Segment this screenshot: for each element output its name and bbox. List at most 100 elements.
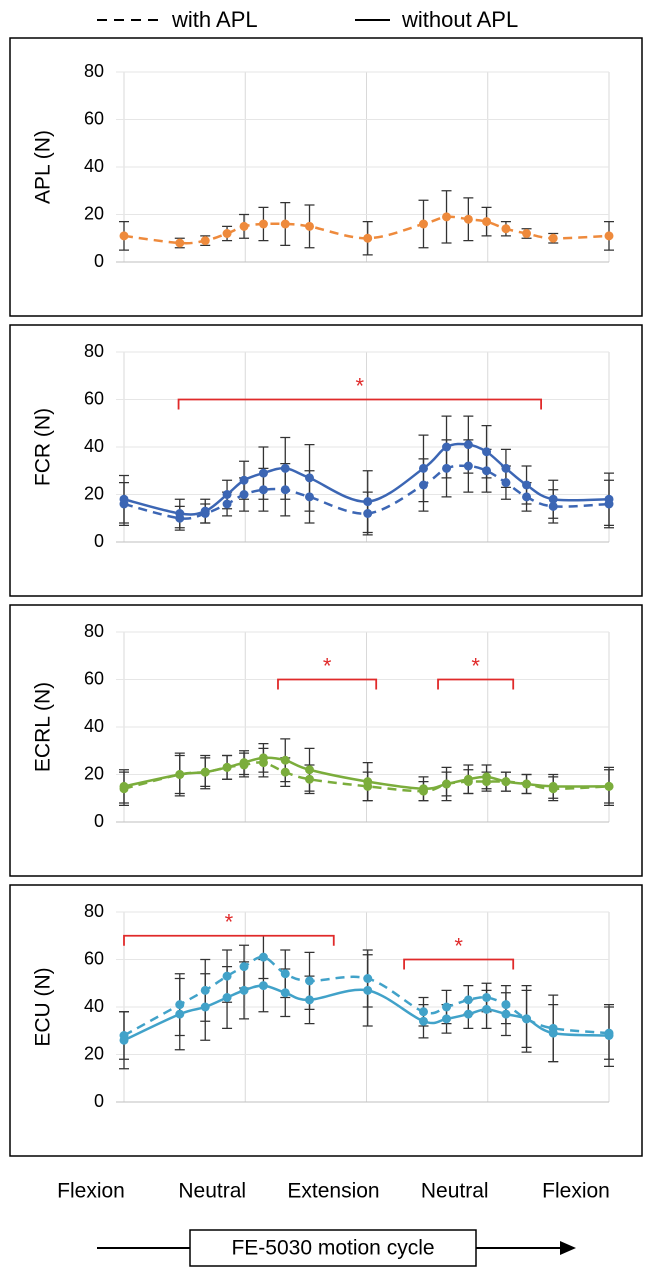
y-tick-label: 80 xyxy=(84,341,104,361)
data-point xyxy=(305,765,315,775)
data-point xyxy=(119,231,129,241)
data-point xyxy=(239,962,249,972)
x-tick-label: Flexion xyxy=(57,1180,125,1203)
data-point xyxy=(604,494,614,504)
data-point xyxy=(305,492,315,502)
data-point xyxy=(363,985,373,995)
data-point xyxy=(258,485,268,495)
data-point xyxy=(280,485,290,495)
data-point xyxy=(418,219,428,229)
data-point xyxy=(200,236,210,246)
data-point xyxy=(200,767,210,777)
significance-bracket xyxy=(123,934,335,946)
data-point xyxy=(222,762,232,772)
y-tick-label: 20 xyxy=(84,483,104,503)
data-point xyxy=(522,492,532,502)
data-point xyxy=(463,461,473,471)
data-point xyxy=(482,772,492,782)
data-point xyxy=(418,480,428,490)
data-point xyxy=(258,468,268,478)
data-point xyxy=(258,981,268,991)
data-point xyxy=(418,784,428,794)
data-point xyxy=(501,1000,511,1010)
y-axis-label: APL (N) xyxy=(32,130,55,204)
data-point xyxy=(418,1007,428,1017)
xlabel-box xyxy=(189,1229,477,1267)
data-point xyxy=(442,1014,452,1024)
data-point xyxy=(363,974,373,983)
y-tick-label: 40 xyxy=(84,716,104,736)
data-point xyxy=(501,1009,511,1019)
y-axis-label: ECU (N) xyxy=(32,967,55,1046)
data-point xyxy=(239,475,249,485)
legend-label: with APL xyxy=(171,7,258,32)
data-point xyxy=(222,499,232,509)
data-point xyxy=(463,774,473,784)
y-tick-label: 20 xyxy=(84,203,104,223)
data-point xyxy=(280,463,290,473)
data-point xyxy=(482,466,492,476)
panel-frame xyxy=(9,604,643,877)
data-point xyxy=(280,755,290,765)
data-point xyxy=(175,1009,185,1019)
significance-star: * xyxy=(356,373,365,398)
data-point xyxy=(280,969,290,979)
data-point xyxy=(501,224,511,234)
data-point xyxy=(305,976,315,986)
y-tick-label: 40 xyxy=(84,156,104,176)
y-tick-label: 80 xyxy=(84,61,104,81)
panel-frame xyxy=(9,324,643,597)
data-point xyxy=(442,442,452,452)
significance-bracket xyxy=(277,678,378,690)
data-point xyxy=(280,988,290,998)
data-point xyxy=(501,463,511,473)
data-point xyxy=(239,758,249,768)
y-axis-label: ECRL (N) xyxy=(32,682,55,772)
data-point xyxy=(482,993,492,1002)
data-point xyxy=(463,995,473,1005)
panel: 0 20 40 60 80 APL (N) xyxy=(32,61,614,271)
data-point xyxy=(442,1002,452,1012)
arrow-head xyxy=(560,1241,576,1255)
significance-star: * xyxy=(225,910,234,935)
legend-label: without APL xyxy=(401,7,518,32)
significance-bracket xyxy=(437,678,515,690)
data-point xyxy=(522,779,532,789)
data-point xyxy=(418,463,428,473)
data-point xyxy=(200,506,210,516)
significance-star: * xyxy=(454,933,463,958)
panel: 0 20 40 60 80 FCR (N) * xyxy=(32,341,614,551)
data-point xyxy=(239,985,249,995)
data-point xyxy=(463,1009,473,1019)
data-point xyxy=(463,440,473,450)
data-point xyxy=(522,1014,532,1024)
data-point xyxy=(239,490,249,499)
data-point xyxy=(305,774,315,784)
y-tick-label: 60 xyxy=(84,948,104,968)
data-point xyxy=(482,447,492,457)
significance-bracket xyxy=(403,958,515,970)
data-point xyxy=(222,971,232,981)
y-tick-label: 0 xyxy=(94,1091,104,1111)
x-axis-label: FE-5030 motion cycle xyxy=(231,1237,434,1260)
data-point xyxy=(222,490,232,499)
data-point xyxy=(442,779,452,789)
y-tick-label: 40 xyxy=(84,996,104,1016)
data-point xyxy=(175,238,185,248)
data-point xyxy=(222,229,232,238)
significance-bracket xyxy=(177,398,542,410)
data-point xyxy=(200,985,210,995)
y-tick-label: 0 xyxy=(94,251,104,271)
data-point xyxy=(548,781,558,791)
y-tick-label: 80 xyxy=(84,621,104,641)
data-point xyxy=(501,777,511,787)
y-tick-label: 80 xyxy=(84,901,104,921)
data-point xyxy=(418,1016,428,1026)
x-tick-label: Neutral xyxy=(421,1180,489,1203)
data-point xyxy=(258,219,268,229)
data-point xyxy=(175,1000,185,1010)
data-point xyxy=(501,478,511,488)
data-point xyxy=(482,1004,492,1014)
data-point xyxy=(604,1031,614,1040)
